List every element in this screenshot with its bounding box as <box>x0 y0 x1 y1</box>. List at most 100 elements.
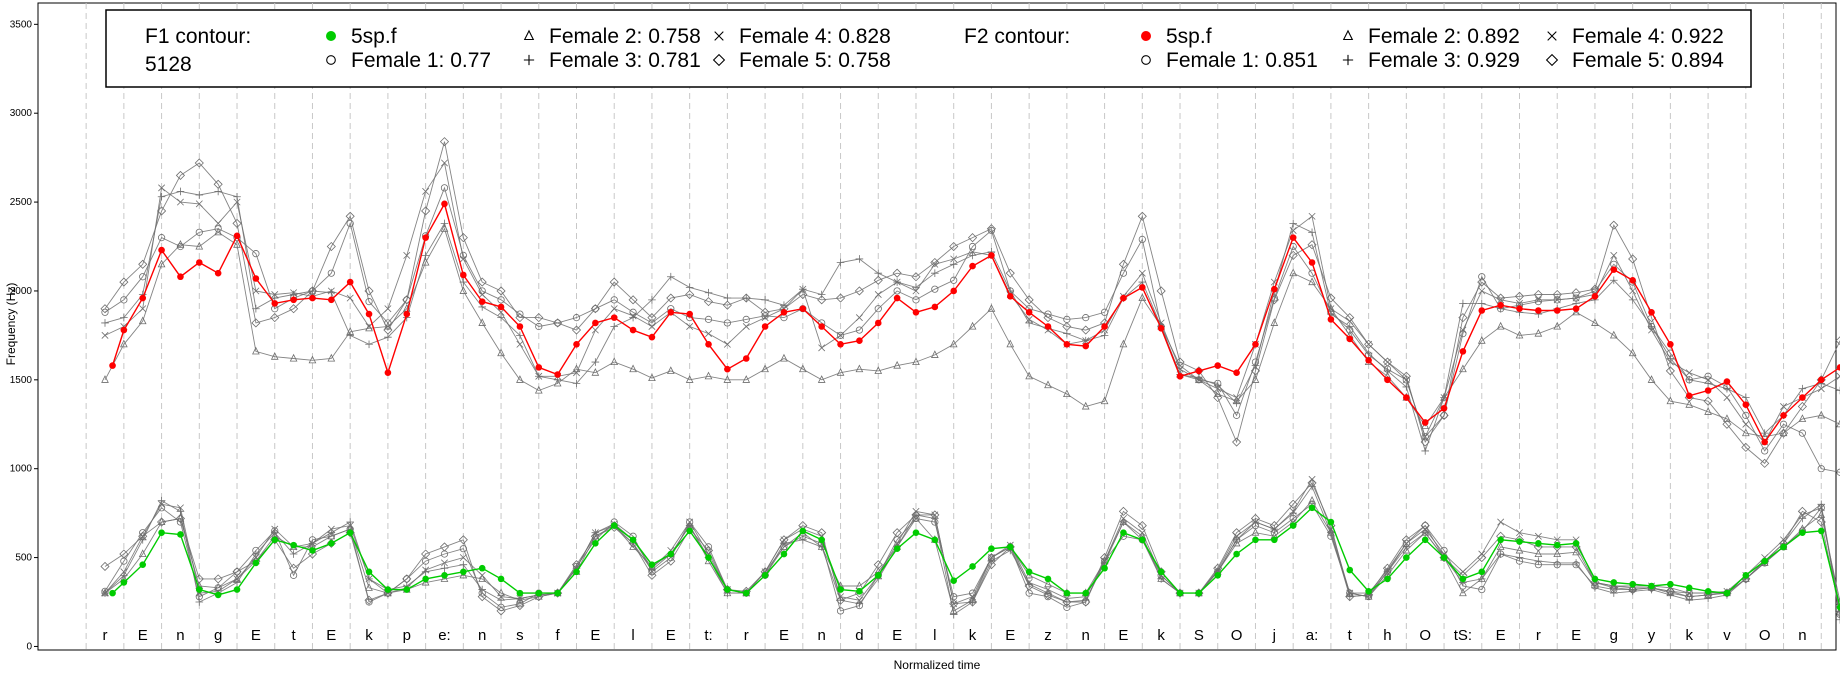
f1-point <box>1403 554 1410 561</box>
segment-label: s <box>516 627 524 644</box>
f2-point <box>1648 308 1655 316</box>
legend-f1-title-id: 5128 <box>145 53 192 76</box>
f2-point <box>1459 299 1467 308</box>
f2-point <box>1176 372 1184 380</box>
segment-label: O <box>1231 627 1243 644</box>
f2-point <box>1251 361 1260 370</box>
f1-point <box>233 575 241 583</box>
f2-point <box>572 379 581 388</box>
legend-f2-marker <box>1545 53 1559 67</box>
f2-point <box>1139 284 1146 291</box>
f1-point <box>1553 536 1561 544</box>
f2-point <box>666 366 675 374</box>
f1-point <box>1232 535 1241 544</box>
f2-point <box>384 305 392 313</box>
f1-point <box>950 577 957 584</box>
legend-f1-label: Female 3: 0.781 <box>549 49 701 72</box>
f2-point <box>554 371 561 378</box>
f2-point <box>855 314 863 322</box>
y-tick-label: 1000 <box>10 464 33 475</box>
f2-point <box>742 375 751 383</box>
legend-f2-label: Female 4: 0.922 <box>1572 25 1724 48</box>
legend-f1-label: Female 5: 0.758 <box>739 49 891 72</box>
f1-point <box>477 592 487 602</box>
f2-point <box>648 323 656 330</box>
f2-point <box>1742 411 1750 419</box>
f1-point <box>1496 550 1505 558</box>
f1-point <box>516 589 524 597</box>
f1-point <box>365 575 373 583</box>
f2-point <box>1778 428 1789 438</box>
legend-f1-marker <box>326 55 336 65</box>
f2-point <box>798 289 808 300</box>
f2-point <box>1797 401 1807 412</box>
f2-point <box>742 355 750 362</box>
f2-point <box>1101 323 1108 330</box>
f2-point <box>573 369 580 377</box>
f1-point <box>742 589 750 597</box>
f2-point <box>1232 437 1242 447</box>
f2-point <box>723 294 732 302</box>
f1-series-5sp-f <box>109 504 1840 611</box>
f2-point <box>1741 442 1751 452</box>
f1-point <box>271 536 279 544</box>
f2-point <box>1063 340 1071 348</box>
f2-point <box>912 308 920 316</box>
f1-point <box>439 542 450 552</box>
f2-point <box>986 224 996 234</box>
f2-point <box>610 305 618 313</box>
f1-point <box>403 586 411 593</box>
f1-point <box>1817 500 1826 509</box>
f2-point <box>1383 367 1392 375</box>
f2-point <box>233 232 241 240</box>
f1-point <box>1797 506 1807 516</box>
f2-point <box>119 277 129 287</box>
f2-point <box>328 296 335 304</box>
f1-point <box>1081 597 1091 607</box>
f2-point <box>1798 414 1807 422</box>
f2-point <box>1817 376 1825 384</box>
f2-point <box>1063 389 1071 398</box>
f1-point <box>138 549 147 558</box>
f2-point <box>1478 307 1486 314</box>
f2-point <box>1006 292 1014 300</box>
segment-label: k <box>969 627 977 644</box>
f2-point <box>1006 339 1015 348</box>
legend-f1-label: Female 2: 0.758 <box>549 25 701 48</box>
f1-point <box>139 561 147 568</box>
f2-point <box>497 303 505 311</box>
f1-point <box>1157 568 1165 576</box>
f2-point <box>157 234 166 242</box>
y-tick-label: 500 <box>15 553 32 564</box>
f2-point <box>1553 307 1561 314</box>
f2-point <box>1421 447 1429 455</box>
f2-point <box>232 218 242 228</box>
f1-point <box>271 525 279 533</box>
f1-point <box>1835 608 1840 618</box>
f2-point <box>968 251 977 260</box>
f1-point <box>497 596 505 605</box>
f2-point <box>1609 220 1619 230</box>
f1-point <box>1401 535 1411 545</box>
f2-series-female-5 <box>100 137 1840 468</box>
f2-point <box>252 275 260 282</box>
f1-point <box>911 510 921 520</box>
f1-point <box>459 570 468 579</box>
f2-point <box>1704 387 1712 394</box>
f2-point <box>422 234 429 241</box>
f1-point <box>930 510 940 520</box>
f2-point <box>440 184 449 192</box>
f2-point <box>1610 266 1618 273</box>
f1-point <box>986 560 996 570</box>
f2-point <box>855 326 864 334</box>
f2-point <box>422 187 430 195</box>
f1-point <box>1346 566 1354 574</box>
f2-point <box>100 304 110 314</box>
f2-point <box>760 307 770 317</box>
f2-point <box>1346 335 1354 343</box>
f1-point <box>422 575 429 583</box>
f2-point <box>1233 411 1241 419</box>
y-tick-label: 0 <box>26 641 32 652</box>
f2-point <box>1647 375 1656 383</box>
f2-point <box>1628 348 1637 357</box>
